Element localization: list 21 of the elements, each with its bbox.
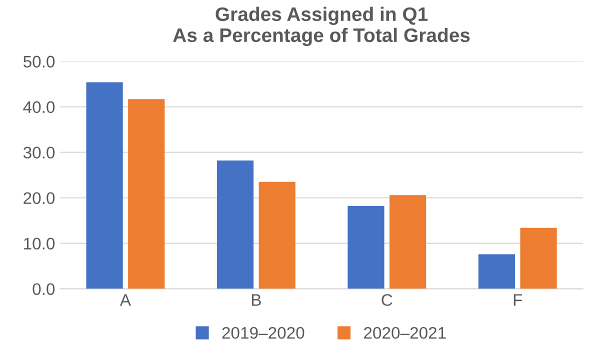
x-tick-label: F [514,294,522,306]
bar [258,182,296,289]
x-tick-label: B [252,294,261,306]
x-tick-label: C [382,294,392,306]
chart-title: Grades Assigned in Q1 As a Percentage of Total Grades [173,6,470,46]
bar [390,195,426,289]
bar [520,228,557,289]
y-tick-label: 10.0 [24,238,55,250]
y-tick-label: 0.0 [32,283,55,296]
legend-label: 2020–2021 [364,326,446,339]
bar [348,206,384,289]
y-tick-label: 40.0 [23,101,55,114]
y-tick-label: 20.0 [24,192,55,204]
bar [128,99,165,289]
legend-label: 2019–2020 [222,326,304,339]
y-tick-label: 30.0 [23,146,55,159]
bar [478,254,515,289]
y-tick-label: 50.0 [23,56,55,68]
bar [86,82,123,289]
x-tick-label: A [120,294,131,306]
bar [216,160,254,289]
